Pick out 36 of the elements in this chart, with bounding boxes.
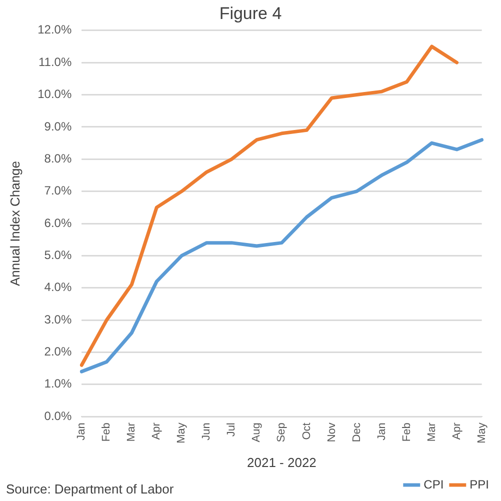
x-tick-label: Mar	[426, 422, 438, 442]
y-tick-label: 0.0%	[44, 408, 72, 423]
legend-label: CPI	[424, 477, 444, 492]
y-tick-label: 10.0%	[38, 87, 72, 102]
x-tick-label: Feb	[100, 422, 113, 442]
x-tick-label: Apr	[450, 422, 463, 440]
x-tick-label: Dec	[350, 422, 363, 442]
x-tick-label: Oct	[300, 422, 313, 440]
x-tick-label: Feb	[400, 422, 413, 442]
y-tick-label: 8.0%	[44, 151, 72, 166]
source-note: Source: Department of Labor	[6, 482, 174, 497]
x-tick-label: Jan	[76, 422, 88, 440]
legend-label: PPI	[470, 477, 489, 492]
x-axis-title: 2021 - 2022	[247, 454, 316, 470]
x-tick-label: Apr	[150, 422, 163, 440]
y-tick-label: 1.0%	[44, 376, 72, 391]
y-tick-label: 6.0%	[44, 216, 72, 230]
x-tick-label: Mar	[126, 422, 138, 442]
y-axis-title: Annual Index Change	[7, 160, 22, 286]
x-tick-label: May	[476, 422, 488, 444]
y-tick-label: 9.0%	[44, 119, 72, 134]
x-tick-label: Jul	[226, 422, 238, 437]
y-tick-label: 2.0%	[44, 344, 72, 359]
x-tick-label: Jun	[200, 422, 213, 440]
x-tick-label: Jan	[376, 422, 388, 440]
y-tick-label: 12.0%	[38, 22, 72, 37]
y-tick-label: 5.0%	[44, 248, 72, 262]
y-tick-label: 11.0%	[38, 54, 72, 69]
y-tick-label: 3.0%	[44, 312, 72, 326]
x-tick-label: Aug	[250, 422, 263, 442]
x-tick-label: May	[176, 422, 188, 444]
y-tick-label: 4.0%	[44, 280, 72, 294]
x-tick-label: Nov	[326, 422, 338, 442]
chart-title: Figure 4	[219, 4, 282, 23]
x-tick-label: Sep	[276, 422, 288, 442]
y-tick-label: 7.0%	[44, 184, 72, 198]
